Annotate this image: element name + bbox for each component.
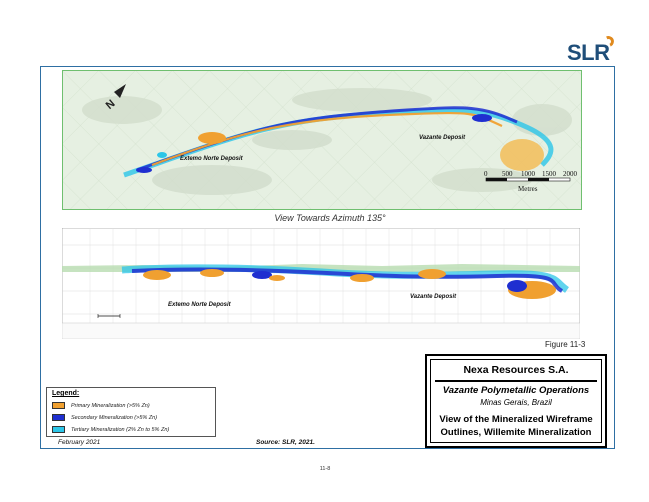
figure-description-line2: Outlines, Willemite Mineralization (440, 427, 592, 438)
section-extemo-norte-label: Extemo Norte Deposit (168, 302, 232, 308)
figure-source: Source: SLR, 2021. (256, 439, 315, 446)
legend-item-primary: Primary Mineralization (>5% Zn) (52, 401, 150, 410)
plan-vazante-label: Vazante Deposit (419, 135, 466, 141)
figure-date: February 2021 (58, 439, 101, 446)
tertiary-swatch (52, 426, 65, 433)
figure-number: Figure 11-3 (545, 340, 586, 349)
svg-text:0: 0 (484, 170, 488, 178)
figure-frame (40, 66, 615, 449)
long-section-view: Extemo Norte Deposit Vazante Deposit (62, 228, 580, 339)
legend-title: Legend: (52, 390, 80, 397)
secondary-swatch (52, 414, 65, 421)
legend: Legend: Primary Mineralization (>5% Zn) … (46, 387, 216, 437)
svg-text:2000: 2000 (563, 170, 578, 178)
scale-bar: 0 500 1000 1500 2000 Metres (484, 170, 578, 193)
svg-text:1500: 1500 (542, 170, 557, 178)
company-name: Nexa Resources S.A. (463, 364, 569, 376)
section-orebodies (121, 264, 570, 299)
svg-text:500: 500 (502, 170, 513, 178)
figure-description-line1: View of the Mineralized Wireframe (439, 414, 593, 425)
project-location: Minas Gerais, Brazil (480, 398, 552, 407)
section-view-title: View Towards Azimuth 135° (274, 213, 386, 223)
legend-label-tertiary: Tertiary Mineralization (2% Zn to 5% Zn) (71, 426, 170, 433)
plan-orebodies (123, 106, 554, 178)
legend-item-secondary: Secondary Mineralization (>5% Zn) (52, 413, 157, 422)
page-number: 11-8 (319, 466, 331, 472)
svg-text:Metres: Metres (518, 185, 538, 193)
title-block-inner: Nexa Resources S.A. Vazante Polymetallic… (430, 359, 602, 443)
plan-view-map: Extemo Norte Deposit Vazante Deposit N 0… (62, 70, 582, 210)
legend-item-tertiary: Tertiary Mineralization (2% Zn to 5% Zn) (52, 425, 169, 434)
svg-text:1000: 1000 (521, 170, 536, 178)
title-divider (435, 380, 597, 382)
project-name: Vazante Polymetallic Operations (442, 385, 590, 396)
plan-extemo-norte-label: Extemo Norte Deposit (180, 156, 244, 162)
title-block: Nexa Resources S.A. Vazante Polymetallic… (425, 354, 607, 448)
primary-swatch (52, 402, 65, 409)
legend-label-secondary: Secondary Mineralization (>5% Zn) (71, 414, 158, 421)
legend-label-primary: Primary Mineralization (>5% Zn) (71, 402, 150, 409)
section-scale-bar (97, 314, 121, 318)
slr-logo: SLR (567, 40, 610, 65)
section-vazante-label: Vazante Deposit (410, 294, 457, 300)
